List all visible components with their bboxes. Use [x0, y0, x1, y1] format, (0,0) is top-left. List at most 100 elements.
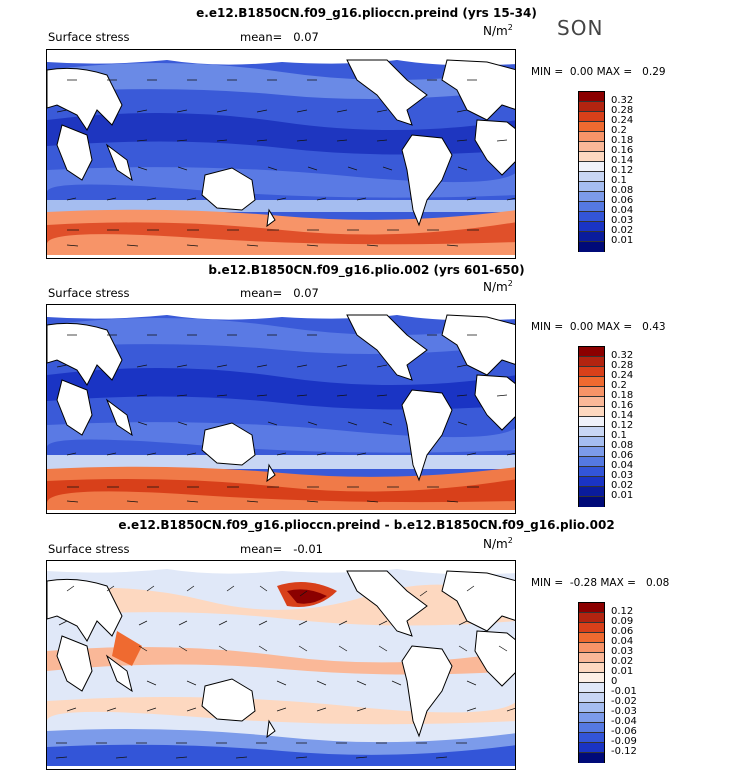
panel-2-title: b.e12.B1850CN.f09_g16.plio.002 (yrs 601-…: [208, 263, 525, 277]
colorbar-swatch: [579, 162, 604, 172]
colorbar-label: 0.12: [611, 165, 634, 176]
colorbar-label: 0.24: [611, 370, 634, 381]
colorbar-label: 0.1: [611, 175, 627, 186]
colorbar-label: 0.02: [611, 480, 634, 491]
panel-3-units-exp: 2: [507, 536, 513, 545]
panel-2-units: N/m: [483, 280, 508, 294]
colorbar-swatch: [579, 703, 604, 713]
panel-1-units: N/m: [483, 24, 508, 38]
colorbar-label: 0.28: [611, 360, 634, 371]
colorbar-swatch: [579, 497, 604, 507]
panel-3-title: e.e12.B1850CN.f09_g16.plioccn.preind - b…: [118, 518, 615, 532]
colorbar-label: 0.18: [611, 135, 634, 146]
colorbar-swatch: [579, 112, 604, 122]
panel-3-colorbar-labels: 0.12 0.09 0.06 0.04 0.03 0.02 0.01 0 -0.01 -0.02-…: [611, 607, 637, 757]
colorbar-label: -0.06: [611, 726, 637, 737]
colorbar-swatch: [579, 693, 604, 703]
colorbar-label: 0.02: [611, 225, 634, 236]
colorbar-swatch: [579, 357, 604, 367]
colorbar-swatch: [579, 427, 604, 437]
colorbar-swatch: [579, 743, 604, 753]
colorbar-swatch: [579, 377, 604, 387]
colorbar-swatch: [579, 232, 604, 242]
panel-2-colorbar-labels: 0.32 0.28 0.24 0.2 0.18 0.16 0.14 0.12 0.1 0.08 0.…: [611, 351, 633, 501]
colorbar-label: -0.03: [611, 706, 637, 717]
panel-2-map-svg: [47, 305, 515, 513]
colorbar-swatch: [579, 477, 604, 487]
colorbar-label: 0.04: [611, 205, 634, 216]
colorbar-label: 0.2: [611, 380, 627, 391]
colorbar-label: 0.06: [611, 626, 634, 637]
panel-2-units-exp: 2: [507, 279, 513, 288]
panel-3-min-value: -0.28: [569, 577, 598, 589]
colorbar-label: 0.1: [611, 430, 627, 441]
panel-1-colorbar-labels: 0.32 0.28 0.24 0.2 0.18 0.16 0.14 0.12 0.1 0.08 0.…: [611, 96, 633, 246]
panel-3-map-svg: [47, 561, 515, 769]
colorbar-swatch: [579, 733, 604, 743]
panel-1-field-label: Surface stress: [48, 30, 130, 44]
colorbar-swatch: [579, 122, 604, 132]
panel-1-max-label: MAX =: [596, 66, 633, 78]
colorbar-label: 0.01: [611, 490, 634, 501]
colorbar-swatch: [579, 467, 604, 477]
colorbar-swatch: [579, 142, 604, 152]
colorbar-label: 0.03: [611, 470, 634, 481]
colorbar-swatch: [579, 437, 604, 447]
colorbar-label: -0.04: [611, 716, 637, 727]
colorbar-swatch: [579, 242, 604, 252]
colorbar-swatch: [579, 212, 604, 222]
colorbar-swatch: [579, 457, 604, 467]
colorbar-label: 0.08: [611, 440, 634, 451]
panel-2-map: [46, 304, 516, 514]
colorbar-label: 0.02: [611, 656, 634, 667]
colorbar-label: 0.32: [611, 95, 634, 106]
colorbar-swatch: [579, 417, 604, 427]
colorbar-label: 0.01: [611, 666, 634, 677]
colorbar-swatch: [579, 653, 604, 663]
colorbar-swatch: [579, 753, 604, 763]
panel-3-map: [46, 560, 516, 770]
colorbar-label: 0.18: [611, 390, 634, 401]
panel-2-min-label: MIN =: [531, 321, 564, 333]
colorbar-label: 0.14: [611, 410, 634, 421]
colorbar-swatch: [579, 102, 604, 112]
panel-2-max-label: MAX =: [596, 321, 633, 333]
panel-3-units: N/m: [483, 537, 508, 551]
panel-2-colorbar: [578, 346, 605, 507]
colorbar-label: 0.32: [611, 350, 634, 361]
colorbar-label: -0.02: [611, 696, 637, 707]
colorbar-label: 0.03: [611, 646, 634, 657]
colorbar-label: 0.16: [611, 400, 634, 411]
panel-1-mean-label: mean=: [240, 30, 283, 44]
colorbar-swatch: [579, 713, 604, 723]
colorbar-swatch: [579, 387, 604, 397]
panel-2-max-value: 0.43: [642, 321, 666, 333]
panel-3-mean-label: mean=: [240, 542, 283, 556]
colorbar-label: 0.01: [611, 235, 634, 246]
colorbar-label: 0.12: [611, 606, 634, 617]
panel-2-min-value: 0.00: [569, 321, 594, 333]
panel-1-units-exp: 2: [507, 23, 513, 32]
colorbar-label: 0.03: [611, 215, 634, 226]
panel-2-field-label: Surface stress: [48, 286, 130, 300]
panel-3-max-label: MAX =: [600, 577, 636, 589]
panel-1-min-value: 0.00: [569, 66, 594, 78]
colorbar-label: 0.06: [611, 450, 634, 461]
colorbar-label: 0.08: [611, 185, 634, 196]
colorbar-swatch: [579, 683, 604, 693]
colorbar-swatch: [579, 347, 604, 357]
panel-3-field-label: Surface stress: [48, 542, 130, 556]
colorbar-swatch: [579, 633, 604, 643]
panel-1-colorbar: [578, 91, 605, 252]
panel-3-min-label: MIN =: [531, 577, 564, 589]
colorbar-swatch: [579, 613, 604, 623]
colorbar-swatch: [579, 643, 604, 653]
colorbar-label: 0.28: [611, 105, 634, 116]
colorbar-swatch: [579, 367, 604, 377]
colorbar-label: 0: [611, 676, 618, 687]
colorbar-swatch: [579, 172, 604, 182]
colorbar-swatch: [579, 192, 604, 202]
panel-2-mean-value: 0.07: [293, 286, 319, 300]
colorbar-swatch: [579, 723, 604, 733]
panel-3-max-value: 0.08: [645, 577, 670, 589]
